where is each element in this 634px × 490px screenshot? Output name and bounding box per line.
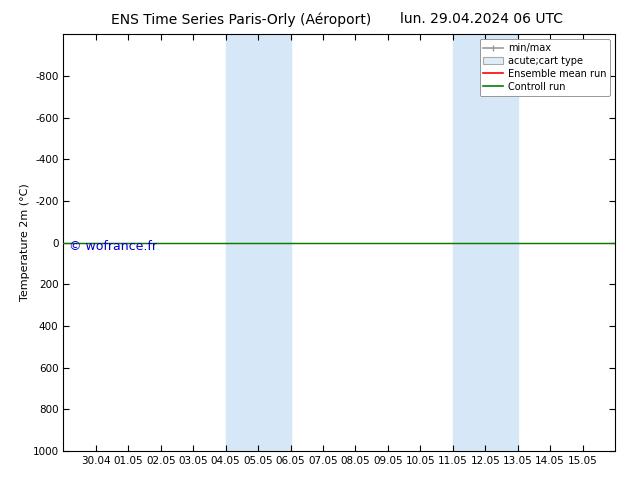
Legend: min/max, acute;cart type, Ensemble mean run, Controll run: min/max, acute;cart type, Ensemble mean … (479, 39, 610, 96)
Text: lun. 29.04.2024 06 UTC: lun. 29.04.2024 06 UTC (400, 12, 564, 26)
Y-axis label: Temperature 2m (°C): Temperature 2m (°C) (20, 184, 30, 301)
Bar (226, 34, 290, 451)
Bar (453, 34, 517, 451)
Text: ENS Time Series Paris-Orly (Aéroport): ENS Time Series Paris-Orly (Aéroport) (111, 12, 371, 27)
Text: © wofrance.fr: © wofrance.fr (69, 241, 157, 253)
